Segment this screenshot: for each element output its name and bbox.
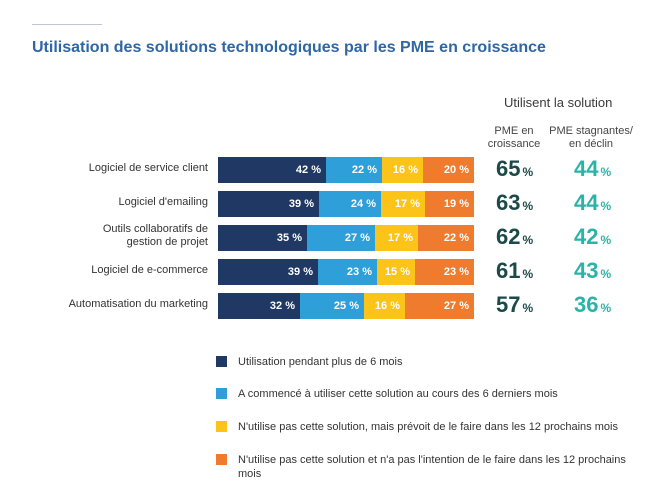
legend-swatch: [216, 421, 227, 432]
legend-item: N'utilise pas cette solution et n'a pas …: [216, 453, 638, 481]
bar-segment-prevoit-12-mois: 17 %: [381, 191, 425, 217]
legend-item: Utilisation pendant plus de 6 mois: [216, 355, 638, 369]
legend-item: N'utilise pas cette solution, mais prévo…: [216, 420, 638, 434]
legend-item: A commencé à utiliser cette solution au …: [216, 387, 638, 401]
category-label: Logiciel de service client: [88, 161, 208, 174]
stagnant-column-header: PME stagnantes/en déclin: [549, 125, 633, 150]
stagnant-pme-percent: 43%: [574, 258, 612, 283]
bar-segment-pas-intention: 27 %: [405, 293, 474, 319]
growth-pme-percent: 65%: [496, 156, 534, 181]
bar-segment-prevoit-12-mois: 17 %: [375, 225, 418, 251]
stagnant-pme-percent: 44%: [574, 190, 612, 215]
category-label: Logiciel d'emailing: [118, 195, 208, 208]
bar-segment-utilise-plus-6-mois: 39 %: [218, 259, 318, 285]
bar-segment-commence-6-derniers-mois: 24 %: [319, 191, 381, 217]
bar-segment-pas-intention: 20 %: [423, 157, 474, 183]
stagnant-pme-percent: 42%: [574, 224, 612, 249]
uses-solution-header: Utilisent la solution: [504, 95, 613, 110]
growth-pme-percent: 57%: [496, 292, 534, 317]
bar-segment-utilise-plus-6-mois: 32 %: [218, 293, 300, 319]
stagnant-pme-percent: 36%: [574, 292, 612, 317]
growth-pme-percent: 61%: [496, 258, 534, 283]
bar-segment-prevoit-12-mois: 16 %: [382, 157, 423, 183]
bar-segment-prevoit-12-mois: 16 %: [364, 293, 405, 319]
stagnant-pme-percent: 44%: [574, 156, 612, 181]
bar-segment-utilise-plus-6-mois: 42 %: [218, 157, 326, 183]
legend-swatch: [216, 388, 227, 399]
category-label: Logiciel de e-commerce: [91, 263, 208, 276]
bar-segment-prevoit-12-mois: 15 %: [377, 259, 415, 285]
legend-label: Utilisation pendant plus de 6 mois: [238, 356, 403, 368]
bar-segment-commence-6-derniers-mois: 27 %: [307, 225, 375, 251]
bar-segment-commence-6-derniers-mois: 22 %: [326, 157, 382, 183]
bar-segment-pas-intention: 19 %: [425, 191, 474, 217]
chart-title: Utilisation des solutions technologiques…: [32, 39, 546, 56]
category-label: Automatisation du marketing: [68, 297, 208, 310]
top-rule: [32, 24, 102, 25]
bar-segment-pas-intention: 22 %: [418, 225, 474, 251]
legend-label: N'utilise pas cette solution et n'a pas …: [238, 454, 626, 480]
legend-label: N'utilise pas cette solution, mais prévo…: [238, 421, 618, 433]
growth-column-header: PME en croissance: [487, 125, 541, 150]
bar-segment-utilise-plus-6-mois: 39 %: [218, 191, 319, 217]
bar-segment-commence-6-derniers-mois: 25 %: [300, 293, 364, 319]
growth-pme-percent: 63%: [496, 190, 534, 215]
legend-swatch: [216, 356, 227, 367]
bar-segment-pas-intention: 23 %: [415, 259, 474, 285]
category-label: Outils collaboratifs de gestion de projet: [102, 223, 208, 248]
legend-label: A commencé à utiliser cette solution au …: [238, 388, 558, 400]
growth-pme-percent: 62%: [496, 224, 534, 249]
legend-swatch: [216, 454, 227, 465]
bar-segment-commence-6-derniers-mois: 23 %: [318, 259, 377, 285]
bar-segment-utilise-plus-6-mois: 35 %: [218, 225, 307, 251]
